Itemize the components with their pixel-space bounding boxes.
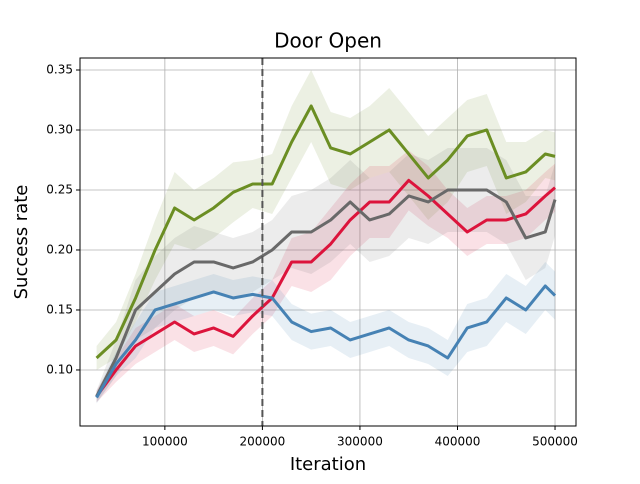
- chart-title: Door Open: [274, 29, 382, 53]
- y-tick-label: 0.30: [46, 122, 73, 136]
- x-tick-label: 300000: [337, 435, 383, 449]
- line: [95, 284, 557, 399]
- error-band: [96, 69, 556, 370]
- y-tick-label: 0.35: [46, 62, 73, 76]
- error-band: [96, 261, 556, 404]
- error-band: [96, 147, 556, 403]
- x-tick-label: 200000: [239, 435, 285, 449]
- error-band: [96, 150, 556, 403]
- y-tick-label: 0.20: [46, 242, 73, 256]
- y-tick-label: 0.10: [46, 362, 73, 376]
- line: [95, 104, 556, 360]
- line: [95, 178, 557, 398]
- line: [95, 188, 557, 398]
- y-tick-label: 0.15: [46, 302, 73, 316]
- y-tick-label: 0.25: [46, 182, 73, 196]
- x-tick-label: 400000: [435, 435, 481, 449]
- y-axis-label: Success rate: [11, 185, 32, 300]
- x-axis-label: Iteration: [290, 454, 366, 475]
- x-tick-label: 100000: [142, 435, 188, 449]
- plot-frame: [79, 57, 577, 427]
- x-tick-label: 500000: [532, 435, 578, 449]
